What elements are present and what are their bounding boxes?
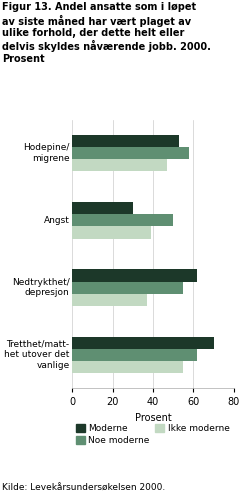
Bar bbox=[72, 147, 189, 159]
Bar bbox=[72, 349, 197, 361]
Bar bbox=[72, 269, 197, 281]
Bar bbox=[72, 202, 133, 214]
Bar bbox=[72, 281, 183, 294]
Bar bbox=[72, 337, 214, 349]
Bar bbox=[72, 214, 173, 227]
Bar bbox=[72, 361, 183, 373]
Text: Kilde: Levekårsundersøkelsen 2000.: Kilde: Levekårsundersøkelsen 2000. bbox=[2, 484, 166, 493]
Bar bbox=[72, 227, 151, 239]
Bar bbox=[72, 135, 179, 147]
Bar bbox=[72, 294, 147, 306]
X-axis label: Prosent: Prosent bbox=[135, 413, 171, 423]
Text: Figur 13. Andel ansatte som i løpet
av siste måned har vært plaget av
ulike forh: Figur 13. Andel ansatte som i løpet av s… bbox=[2, 2, 211, 64]
Bar bbox=[72, 159, 167, 171]
Legend: Moderne, Noe moderne, Ikke moderne: Moderne, Noe moderne, Ikke moderne bbox=[72, 421, 233, 449]
